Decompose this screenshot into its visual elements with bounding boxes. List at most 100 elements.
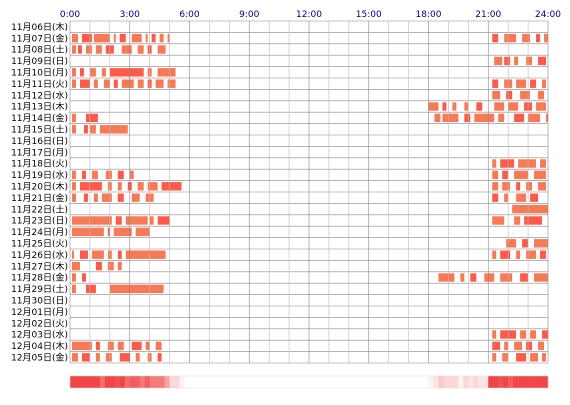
summary-strip-cell — [199, 376, 205, 388]
summary-strip-cell — [408, 376, 414, 388]
summary-strip-cell — [279, 376, 285, 388]
activity-bar — [71, 273, 76, 282]
activity-bar — [538, 90, 545, 100]
activity-bar — [135, 353, 140, 362]
activity-bar — [514, 341, 523, 351]
summary-strip-cell — [328, 376, 335, 388]
summary-strip-cell — [383, 376, 389, 388]
activity-bar — [81, 170, 86, 180]
activity-bar — [500, 159, 515, 168]
summary-strip-cell — [343, 376, 350, 388]
activity-bar — [428, 102, 439, 111]
activity-bar — [113, 79, 118, 88]
activity-bar — [83, 125, 88, 134]
summary-strip-cell — [129, 376, 136, 388]
activity-bar — [460, 273, 465, 282]
activity-bar — [107, 227, 110, 237]
summary-strip-cell — [124, 376, 131, 388]
activity-bar — [530, 330, 537, 339]
summary-strip-cell — [294, 376, 300, 388]
activity-bar — [506, 90, 513, 100]
activity-bar — [504, 341, 509, 351]
activity-bar — [500, 273, 513, 282]
activity-bar — [536, 102, 547, 111]
day-label: 11月19日(水) — [11, 169, 68, 181]
activity-bar — [442, 113, 459, 123]
activity-bar — [101, 193, 112, 202]
activity-bar — [492, 353, 497, 362]
summary-strip-cell — [488, 376, 494, 388]
day-label: 12月05日(金) — [11, 352, 68, 364]
summary-strip-cell — [513, 376, 519, 388]
summary-strip-cell — [323, 376, 330, 388]
activity-bar — [159, 33, 164, 43]
activity-bar — [93, 79, 98, 88]
activity-bar — [85, 284, 96, 294]
activity-bar — [492, 193, 499, 202]
activity-bar — [155, 341, 162, 351]
activity-bar — [522, 239, 529, 248]
activity-bar — [514, 216, 521, 225]
activity-bar — [117, 261, 122, 271]
activity-bar — [131, 33, 142, 43]
activity-bar — [95, 45, 102, 54]
summary-strip-cell — [249, 376, 255, 388]
summary-strip-cell — [463, 376, 469, 388]
summary-strip-cell — [309, 376, 315, 388]
activity-bar — [71, 125, 76, 134]
day-label: 11月28日(金) — [11, 272, 68, 284]
activity-bar — [504, 193, 509, 202]
activity-bar — [161, 182, 182, 191]
activity-bar — [71, 113, 76, 123]
activity-bar — [538, 56, 547, 66]
summary-strip-cell — [209, 376, 215, 388]
activity-bar — [81, 33, 92, 43]
activity-bar — [157, 353, 162, 362]
day-label: 11月26日(水) — [11, 249, 68, 261]
summary-strip-cell — [184, 376, 190, 388]
summary-strip-cell — [393, 376, 399, 388]
summary-strip-cell — [523, 376, 529, 388]
activity-bar — [131, 193, 140, 202]
activity-bar — [157, 216, 170, 225]
activity-bar — [514, 170, 529, 180]
activity-bar — [71, 261, 80, 271]
activity-bar — [77, 45, 82, 54]
x-tick-label: 0:00 — [60, 10, 80, 20]
summary-strip-cell — [533, 376, 539, 388]
activity-bar — [492, 216, 505, 225]
activity-bar — [71, 193, 76, 202]
x-tick-label: 6:00 — [179, 10, 199, 20]
day-label: 11月25日(火) — [11, 239, 68, 250]
day-label: 11月06日(木) — [11, 21, 68, 33]
activity-bar — [498, 113, 505, 123]
summary-strip-cell — [313, 376, 320, 388]
activity-bar — [131, 341, 142, 351]
summary-strip-cell — [104, 376, 111, 388]
summary-strip-cell — [84, 376, 91, 388]
activity-bar — [526, 341, 533, 351]
summary-strip-cell — [99, 376, 106, 388]
summary-strip-cell — [333, 376, 340, 388]
summary-strip-cell — [304, 376, 310, 388]
activity-bar — [145, 341, 150, 351]
activity-bar — [83, 193, 88, 202]
activity-bar — [544, 33, 548, 43]
summary-strip-cell — [503, 376, 509, 388]
x-tick-label: 21:00 — [475, 10, 501, 20]
activity-bar — [526, 182, 533, 191]
activity-bar — [105, 353, 112, 362]
activity-bar — [101, 68, 106, 77]
summary-strip-cell — [398, 376, 404, 388]
summary-strip-cell — [134, 376, 141, 388]
activity-bar — [121, 45, 132, 54]
summary-strip-cell — [543, 376, 549, 388]
activity-bar — [149, 216, 154, 225]
activity-bar — [492, 159, 497, 168]
summary-strip-cell — [79, 376, 86, 388]
activity-bar — [530, 193, 539, 202]
activity-bar — [145, 33, 148, 43]
activity-bar — [125, 250, 166, 259]
summary-strip-cell — [528, 376, 534, 388]
